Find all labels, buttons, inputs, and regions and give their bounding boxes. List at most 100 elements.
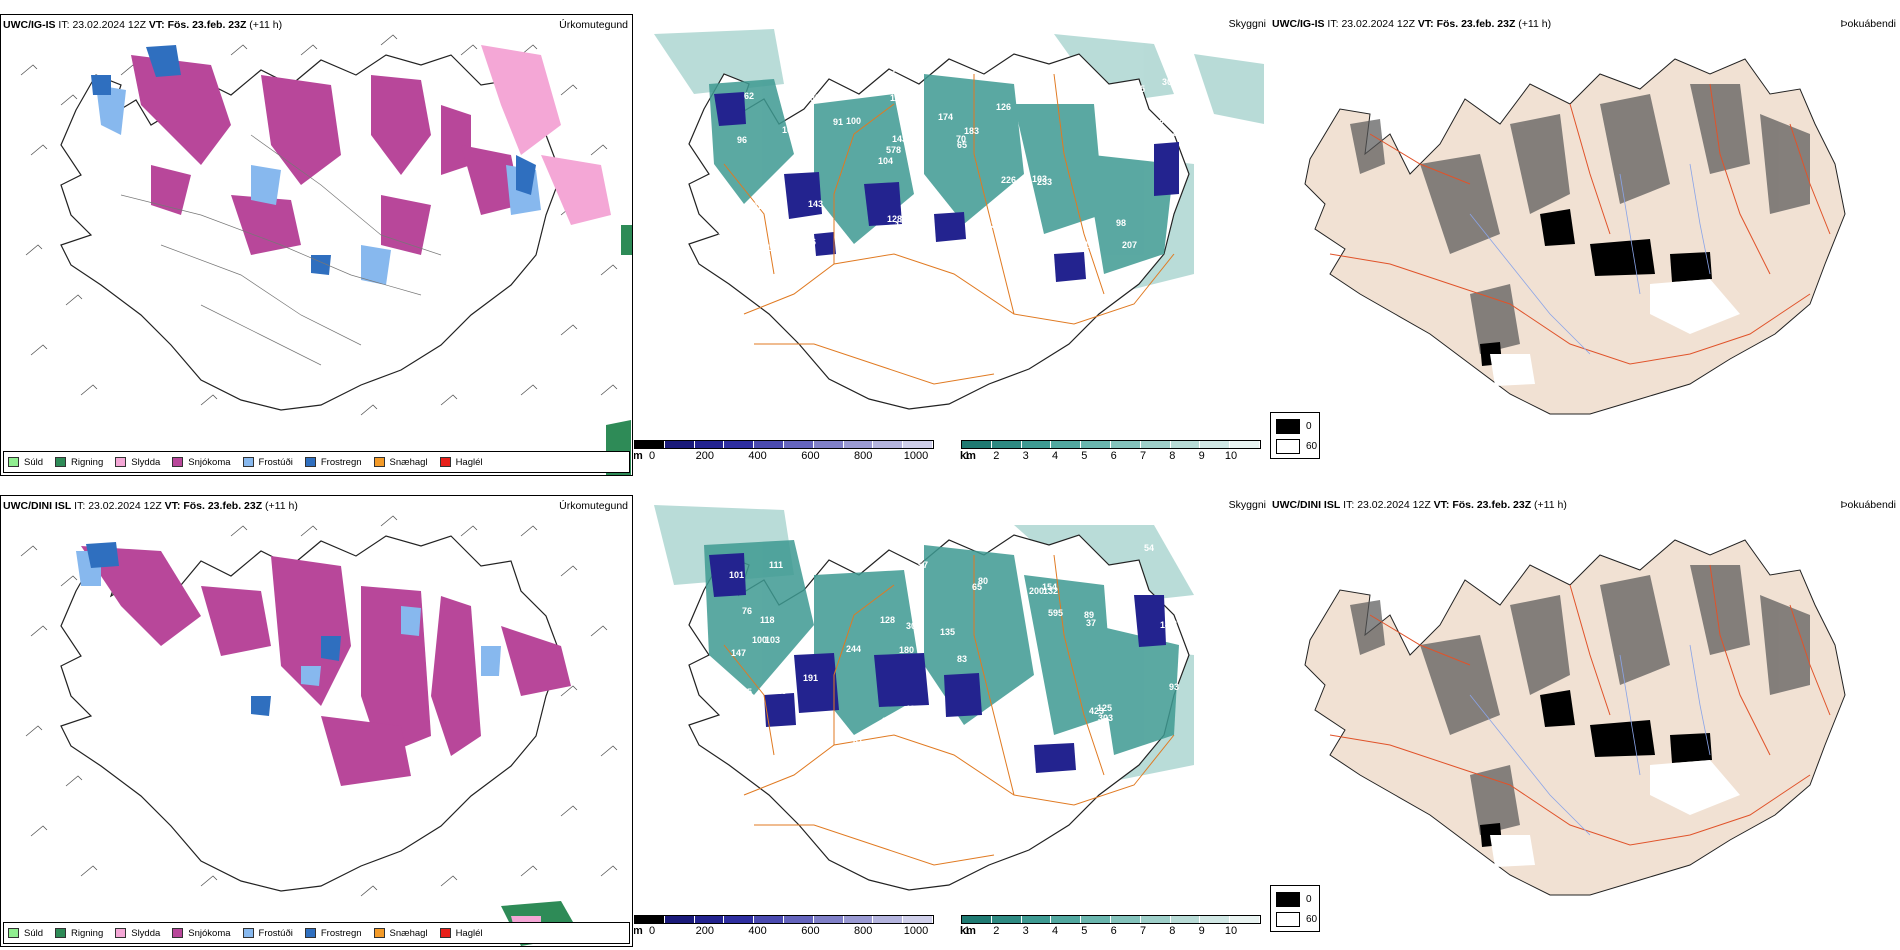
- visibility-value-label: 423: [1089, 706, 1104, 716]
- legend-label: Rigning: [71, 456, 104, 468]
- visibility-value-label: 76: [742, 606, 752, 616]
- precip-legend: Súld Rigning Slydda Snjókoma Frostúði Frostre…: [3, 922, 630, 944]
- fog-index-map-top: [1304, 58, 1846, 415]
- colorbar-tick: 8: [1169, 450, 1176, 462]
- visibility-value-label: 106: [941, 251, 956, 261]
- colorbar-boxes: [961, 440, 1261, 449]
- fog-white-areas: [1490, 760, 1740, 867]
- colorbar-box: [1140, 441, 1171, 448]
- legend-swatch: [55, 457, 67, 467]
- visibility-value-label: 84: [723, 244, 733, 254]
- colorbar-tick: 600: [801, 450, 820, 462]
- colorbar-tick: 7: [1139, 450, 1147, 462]
- rivers: [1469, 163, 1711, 355]
- vt-value: Fös. 23.feb. 23Z: [167, 19, 247, 31]
- visibility-value-label: 143: [1160, 620, 1175, 630]
- rain-areas: [606, 225, 632, 475]
- visibility-value-label: 143: [808, 199, 823, 209]
- it-value: 23.02.2024 12Z: [72, 19, 146, 31]
- visibility-value-label: 191: [803, 673, 818, 683]
- precip-type-panel-top: UWC/IG-IS IT: 23.02.2024 12Z VT: Fös. 23…: [0, 14, 633, 476]
- colorbar-tick: 600: [801, 925, 820, 937]
- visibility-value-label: 226: [1001, 175, 1016, 185]
- legend-swatch: [304, 457, 316, 467]
- visibility-value-labels: 306 121 143 180 83 103 101 200 147 65 135 148 72 244 5…: [712, 540, 1179, 746]
- visibility-value-label: 133: [923, 726, 938, 736]
- colorbar-tick: 200: [695, 925, 714, 937]
- visibility-value-labels: 207 96 135 104 126 81 113 174 324 100 127 245 52 183 2…: [718, 64, 1188, 261]
- legend-item: Frostúði: [242, 457, 293, 468]
- visibility-value-label: 245: [793, 223, 808, 233]
- visibility-value-label: 71: [892, 64, 902, 74]
- fog-legend-item: 60: [1276, 439, 1317, 454]
- visibility-value-label: 132: [1043, 586, 1058, 596]
- colorbar-tick: 1000: [903, 925, 929, 937]
- fog-legend-swatch: [1276, 419, 1300, 434]
- visibility-value-label: 37: [1086, 618, 1096, 628]
- panel-title: Úrkomutegund: [559, 19, 628, 31]
- very-low-visibility-blue: [714, 92, 1179, 282]
- visibility-value-label: 70: [956, 134, 966, 144]
- visibility-value-label: 143: [892, 134, 907, 144]
- fog-dark-areas: [1350, 84, 1810, 354]
- legend-swatch: [373, 928, 385, 938]
- visibility-value-label: 125: [1097, 703, 1112, 713]
- visibility-value-label: 402: [905, 704, 920, 714]
- visibility-value-label: 57: [918, 560, 928, 570]
- visibility-value-label: 308: [1162, 77, 1177, 87]
- visibility-value-label: 180: [899, 645, 914, 655]
- colorbar-boxes: [634, 915, 934, 924]
- visibility-value-label: 303: [1098, 713, 1113, 723]
- it-label: IT:: [1343, 499, 1355, 511]
- iceland-outline: [1304, 58, 1846, 415]
- legend-item: Frostregn: [304, 457, 362, 468]
- vt-value: Fös. 23.feb. 23Z: [1436, 18, 1516, 30]
- colorbar-ticks: 1 2 3 4 5 6 7 8 9 10: [961, 450, 1261, 462]
- colorbar-box: [991, 441, 1022, 448]
- precip-type-panel-bottom: UWC/DINI ISL IT: 23.02.2024 12Z VT: Fös.…: [0, 495, 633, 947]
- colorbar-tick: 4: [1051, 450, 1059, 462]
- visibility-value-label: 578: [886, 145, 901, 155]
- fog-legend-swatch: [1276, 912, 1300, 927]
- colorbar-unit: km: [960, 925, 976, 937]
- visibility-value-label: 139: [1003, 193, 1018, 203]
- legend-label: Rigning: [71, 927, 104, 939]
- colorbar-box: [843, 441, 874, 448]
- visibility-value-label: 65: [957, 140, 967, 150]
- colorbar-box: [813, 916, 844, 923]
- visibility-value-label: 183: [1084, 240, 1099, 250]
- visibility-value-label: 98: [1116, 218, 1126, 228]
- panel-title: Þokuábendi: [1840, 499, 1896, 511]
- colorbar-box: [783, 441, 814, 448]
- rivers: [1469, 644, 1711, 836]
- legend-label: Súld: [24, 927, 44, 939]
- colorbar-box: [1230, 916, 1260, 923]
- lead-time: (+11 h): [249, 19, 283, 31]
- legend-swatch: [373, 457, 385, 467]
- model-name: UWC/IG-IS: [3, 19, 56, 31]
- legend-item: Haglél: [439, 457, 483, 468]
- visibility-panel-bottom: 306 121 143 180 83 103 101 200 147 65 135 148 72 244 5…: [634, 495, 1270, 947]
- visibility-value-label: 74: [1102, 99, 1112, 109]
- legend-item: Súld: [8, 457, 43, 468]
- legend-label: Haglél: [455, 927, 483, 939]
- legend-item: Snjókoma: [172, 457, 231, 468]
- colorbar-box: [1230, 441, 1260, 448]
- legend-item: Frostregn: [304, 928, 362, 939]
- visibility-value-label: 81: [853, 736, 863, 746]
- colorbar-ticks: 0 200 400 600 800 1000: [634, 925, 934, 937]
- visibility-value-label: 161: [782, 125, 797, 135]
- precip-type-map-top: [20, 34, 632, 475]
- colorbar-box: [1021, 441, 1052, 448]
- visibility-value-label: 83: [957, 654, 967, 664]
- colorbar-box: [1200, 916, 1231, 923]
- fog-legend: 0 60: [1270, 885, 1320, 932]
- legend-swatch: [115, 928, 127, 938]
- visibility-value-label: 17: [895, 220, 905, 230]
- legend-swatch: [439, 457, 451, 467]
- lead-time: (+11 h): [265, 500, 298, 512]
- vt-label: VT:: [1417, 18, 1434, 30]
- fog-legend-swatch: [1276, 892, 1300, 907]
- visibility-value-label: 62: [744, 91, 754, 101]
- it-value: 23.02.2024 12Z: [1357, 499, 1431, 511]
